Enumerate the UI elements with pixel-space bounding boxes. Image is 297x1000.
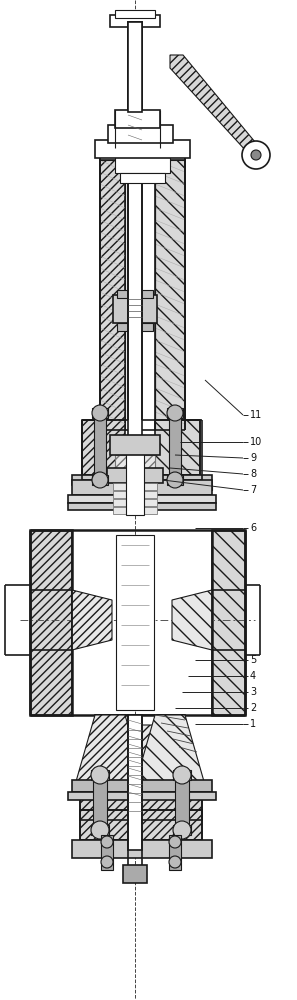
Bar (72, 480, 212, 495)
Polygon shape (155, 715, 185, 785)
Text: 7: 7 (250, 485, 256, 495)
Text: 3: 3 (250, 687, 256, 697)
Bar (80, 810, 202, 840)
Circle shape (173, 821, 191, 839)
Circle shape (251, 150, 261, 160)
Bar (91, 770, 109, 780)
Circle shape (167, 472, 183, 488)
Bar (113, 483, 157, 490)
Text: 6: 6 (250, 523, 256, 533)
Bar (128, 715, 142, 850)
Polygon shape (82, 420, 125, 475)
Circle shape (169, 856, 181, 868)
Bar (113, 295, 157, 323)
Bar (107, 468, 163, 483)
Bar (169, 415, 181, 480)
Circle shape (169, 836, 181, 848)
Bar (113, 499, 157, 506)
Text: 11: 11 (250, 410, 262, 420)
Bar (175, 777, 189, 828)
Circle shape (92, 405, 108, 421)
Bar (173, 825, 191, 835)
Bar (72, 840, 212, 858)
Bar (116, 535, 154, 710)
Polygon shape (212, 530, 245, 715)
Text: 9: 9 (250, 453, 256, 463)
Bar (123, 865, 147, 883)
Bar (92, 408, 108, 418)
Circle shape (92, 472, 108, 488)
Bar (110, 435, 160, 455)
Bar (167, 408, 183, 418)
Bar (108, 125, 173, 143)
Text: 5: 5 (250, 655, 256, 665)
Bar (117, 323, 153, 331)
Polygon shape (100, 155, 125, 430)
Bar (128, 22, 142, 454)
Circle shape (173, 766, 191, 784)
Bar (80, 785, 202, 820)
Bar (169, 835, 181, 870)
Polygon shape (170, 55, 265, 162)
Circle shape (101, 856, 113, 868)
Bar (91, 825, 109, 835)
Polygon shape (72, 590, 112, 650)
Bar (110, 15, 160, 27)
Bar (95, 140, 190, 158)
Text: 10: 10 (250, 437, 262, 447)
Bar (115, 455, 155, 485)
Polygon shape (30, 530, 72, 715)
Bar (128, 22, 142, 850)
Bar (173, 770, 191, 780)
Bar (113, 507, 157, 514)
Bar (72, 475, 212, 485)
Text: 2: 2 (250, 703, 256, 713)
Bar (92, 475, 108, 485)
Bar (68, 792, 216, 800)
Bar (94, 415, 106, 480)
Bar (128, 22, 142, 112)
Bar (167, 475, 183, 485)
Bar (80, 785, 202, 820)
Polygon shape (172, 590, 212, 650)
Polygon shape (155, 155, 185, 430)
Circle shape (167, 405, 183, 421)
Circle shape (242, 141, 270, 169)
Bar (115, 10, 155, 18)
Bar (100, 148, 185, 160)
Polygon shape (75, 715, 145, 785)
Circle shape (91, 766, 109, 784)
Bar (72, 780, 212, 792)
Text: 4: 4 (250, 671, 256, 681)
Bar (120, 173, 165, 183)
Bar (126, 435, 144, 515)
Bar (72, 485, 212, 490)
Circle shape (91, 821, 109, 839)
Polygon shape (115, 725, 165, 785)
Bar (115, 155, 170, 173)
Bar (117, 290, 153, 298)
Polygon shape (135, 715, 205, 785)
Text: 1: 1 (250, 719, 256, 729)
Circle shape (101, 836, 113, 848)
Bar (115, 110, 160, 128)
Text: 8: 8 (250, 469, 256, 479)
Bar (113, 491, 157, 498)
Bar (128, 22, 142, 152)
Bar (101, 835, 113, 870)
Bar (68, 495, 216, 503)
Bar (68, 503, 216, 510)
Polygon shape (155, 420, 200, 475)
Polygon shape (95, 715, 125, 785)
Bar (80, 810, 202, 840)
Bar (93, 777, 107, 828)
